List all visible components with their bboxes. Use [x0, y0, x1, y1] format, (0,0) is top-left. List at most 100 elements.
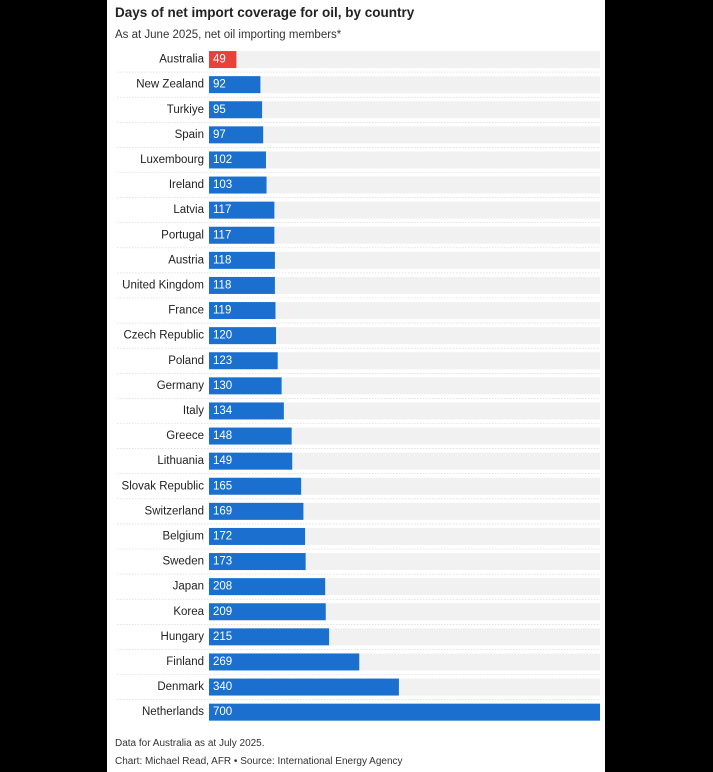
category-label: Portugal: [161, 229, 204, 241]
category-label: Belgium: [162, 530, 204, 542]
bar: [209, 653, 360, 671]
value-label: 209: [213, 606, 232, 618]
bar-track: [209, 427, 600, 445]
value-label: 120: [213, 330, 232, 342]
bar: [209, 553, 306, 571]
bar: [209, 402, 284, 420]
value-label: 118: [213, 254, 231, 266]
chart-subtitle: As at June 2025, net oil importing membe…: [115, 29, 342, 41]
category-label: Sweden: [162, 556, 204, 568]
category-label: Turkiye: [167, 104, 204, 116]
category-label: Italy: [183, 405, 204, 417]
chart-title: Days of net import coverage for oil, by …: [115, 5, 415, 20]
value-label: 117: [213, 229, 231, 241]
category-label: Ireland: [169, 179, 204, 191]
bar: [209, 251, 275, 269]
bar: [209, 578, 326, 596]
value-label: 165: [213, 480, 232, 492]
bar: [209, 678, 399, 696]
value-label: 340: [213, 681, 232, 693]
bar: [209, 377, 282, 395]
category-label: Slovak Republic: [122, 480, 205, 492]
category-label: Austria: [168, 254, 204, 266]
bar-track: [209, 327, 600, 345]
bar: [209, 527, 306, 545]
value-label: 117: [213, 204, 231, 216]
value-label: 103: [213, 179, 232, 191]
category-label: Hungary: [161, 631, 205, 643]
value-label: 134: [213, 405, 233, 417]
bar-track: [209, 553, 600, 571]
bar-track: [209, 201, 600, 219]
value-label: 97: [213, 129, 226, 141]
bar: [209, 126, 264, 144]
category-label: United Kingdom: [122, 279, 204, 291]
value-label: 102: [213, 154, 232, 166]
bar-track: [209, 176, 600, 194]
footnote: Data for Australia as at July 2025.: [115, 738, 265, 749]
bar: [209, 703, 600, 721]
value-label: 169: [213, 505, 232, 517]
bar: [209, 76, 261, 94]
value-label: 172: [213, 530, 232, 542]
category-label: Netherlands: [142, 706, 204, 718]
category-label: Czech Republic: [123, 330, 204, 342]
bar: [209, 327, 277, 345]
bar-track: [209, 126, 600, 144]
category-label: Korea: [173, 606, 204, 618]
category-label: Luxembourg: [140, 154, 204, 166]
bar: [209, 226, 275, 244]
category-label: France: [168, 305, 204, 317]
value-label: 700: [213, 706, 232, 718]
bar: [209, 302, 276, 320]
value-label: 208: [213, 581, 232, 593]
bar-track: [209, 477, 600, 495]
bar: [209, 151, 266, 169]
category-label: New Zealand: [136, 79, 204, 91]
category-label: Spain: [175, 129, 204, 141]
bar: [209, 477, 302, 495]
chart-card: Days of net import coverage for oil, by …: [107, 0, 605, 772]
bar: [209, 628, 330, 646]
bar-chart: Australia 49 New Zealand 92 Turkiye 95 Spain 97…: [117, 51, 600, 721]
value-label: 130: [213, 380, 232, 392]
value-label: 49: [213, 54, 226, 66]
bar-track: [209, 51, 600, 69]
bar-track: [209, 226, 600, 244]
value-label: 149: [213, 455, 232, 467]
value-label: 173: [213, 556, 232, 568]
bar-track: [209, 502, 600, 520]
category-label: Denmark: [157, 681, 204, 693]
value-label: 123: [213, 355, 232, 367]
value-label: 119: [213, 305, 231, 317]
value-label: 215: [213, 631, 232, 643]
bar-track: [209, 151, 600, 169]
category-label: Finland: [166, 656, 204, 668]
value-label: 92: [213, 79, 226, 91]
bar: [209, 427, 292, 445]
bar-track: [209, 402, 600, 420]
category-label: Japan: [173, 581, 204, 593]
bar-track: [209, 352, 600, 370]
category-label: Australia: [159, 54, 204, 66]
bar: [209, 176, 267, 194]
bar-track: [209, 377, 600, 395]
bar: [209, 51, 237, 69]
category-label: Poland: [168, 355, 204, 367]
category-label: Lithuania: [157, 455, 204, 467]
source-credit: Chart: Michael Read, AFR • Source: Inter…: [115, 756, 403, 767]
value-label: 269: [213, 656, 232, 668]
value-label: 118: [213, 279, 231, 291]
bar-track: [209, 452, 600, 470]
bar-track: [209, 302, 600, 320]
bar: [209, 201, 275, 219]
bar-track: [209, 527, 600, 545]
category-label: Greece: [166, 430, 204, 442]
value-label: 148: [213, 430, 232, 442]
bar-track: [209, 76, 600, 94]
bar: [209, 276, 275, 294]
bar: [209, 101, 263, 119]
bar-track: [209, 101, 600, 119]
bar-track: [209, 251, 600, 269]
value-label: 95: [213, 104, 226, 116]
